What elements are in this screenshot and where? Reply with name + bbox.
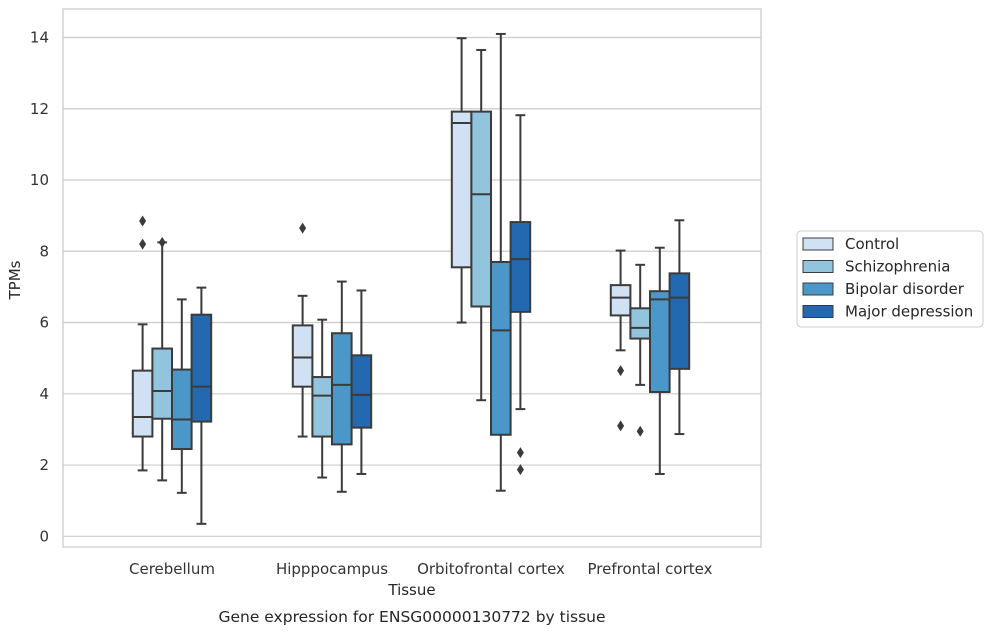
box xyxy=(450,37,473,324)
y-axis-label: TPMs xyxy=(6,260,24,300)
legend-swatch xyxy=(802,260,834,273)
outlier-point xyxy=(617,365,625,377)
x-tick-labels: Cerebellum Hipppocampus Orbitofrontal cort… xyxy=(129,560,713,578)
legend-swatch xyxy=(802,282,834,296)
box xyxy=(629,263,652,437)
outlier-point xyxy=(139,238,147,250)
outlier-point xyxy=(636,425,644,437)
legend-entry-label: Schizophrenia xyxy=(845,258,950,276)
box-iqr xyxy=(609,284,632,317)
box-iqr xyxy=(470,110,492,308)
box-series xyxy=(131,32,691,525)
x-tick-label: Prefrontal cortex xyxy=(588,560,713,578)
y-tick-labels: 0 2 4 6 8 10 12 14 xyxy=(30,29,49,546)
legend: Control Schizophrenia Bipolar disorder Majo… xyxy=(796,230,984,328)
box xyxy=(311,318,333,479)
legend-entry-label: Bipolar disorder xyxy=(845,280,965,298)
legend-swatch xyxy=(802,237,834,251)
legend-frame xyxy=(796,230,984,328)
box xyxy=(649,246,671,475)
box-iqr xyxy=(490,260,512,436)
box-iqr xyxy=(171,368,193,451)
box-iqr xyxy=(350,354,373,429)
legend-entry-label: Major depression xyxy=(845,303,973,321)
x-tick-label: Cerebellum xyxy=(129,560,215,578)
x-axis-label: Tissue xyxy=(387,581,435,599)
box xyxy=(470,48,492,402)
box xyxy=(190,286,213,525)
box xyxy=(490,32,512,492)
legend-swatch xyxy=(802,305,834,318)
box xyxy=(171,298,193,494)
x-tick-label: Hipppocampus xyxy=(276,560,388,578)
outlier-point xyxy=(516,464,524,476)
y-tick-label: 6 xyxy=(39,314,49,332)
gridlines xyxy=(63,36,761,537)
box-iqr xyxy=(629,307,652,340)
y-tick-label: 2 xyxy=(39,456,49,474)
box xyxy=(509,114,532,476)
y-tick-label: 12 xyxy=(30,100,49,118)
box xyxy=(331,280,353,493)
box-iqr xyxy=(668,272,691,370)
box xyxy=(131,215,154,472)
x-tick-label: Orbitofrontal cortex xyxy=(417,560,565,578)
box-iqr xyxy=(450,110,473,269)
box-iqr xyxy=(190,313,213,423)
y-tick-label: 0 xyxy=(39,527,49,545)
outlier-point xyxy=(139,215,147,227)
box-iqr xyxy=(151,347,173,420)
y-tick-label: 10 xyxy=(30,171,49,189)
box-iqr xyxy=(291,324,314,388)
box xyxy=(350,289,373,475)
outlier-point xyxy=(516,447,524,459)
y-tick-label: 14 xyxy=(30,29,49,47)
chart-caption: Gene expression for ENSG00000130772 by t… xyxy=(218,608,605,626)
box xyxy=(291,222,314,438)
box-iqr xyxy=(509,221,532,313)
outlier-point xyxy=(158,236,166,248)
legend-entry-label: Control xyxy=(845,235,899,253)
box-iqr xyxy=(649,290,671,394)
y-tick-label: 8 xyxy=(39,242,49,260)
box xyxy=(151,236,173,482)
y-tick-label: 4 xyxy=(39,385,49,403)
box-iqr xyxy=(311,376,333,438)
outlier-point xyxy=(299,222,307,234)
box xyxy=(668,219,691,436)
outlier-point xyxy=(617,420,625,432)
box-iqr xyxy=(131,369,154,438)
box xyxy=(609,249,632,432)
plot-frame xyxy=(62,8,762,548)
box-iqr xyxy=(331,332,353,446)
